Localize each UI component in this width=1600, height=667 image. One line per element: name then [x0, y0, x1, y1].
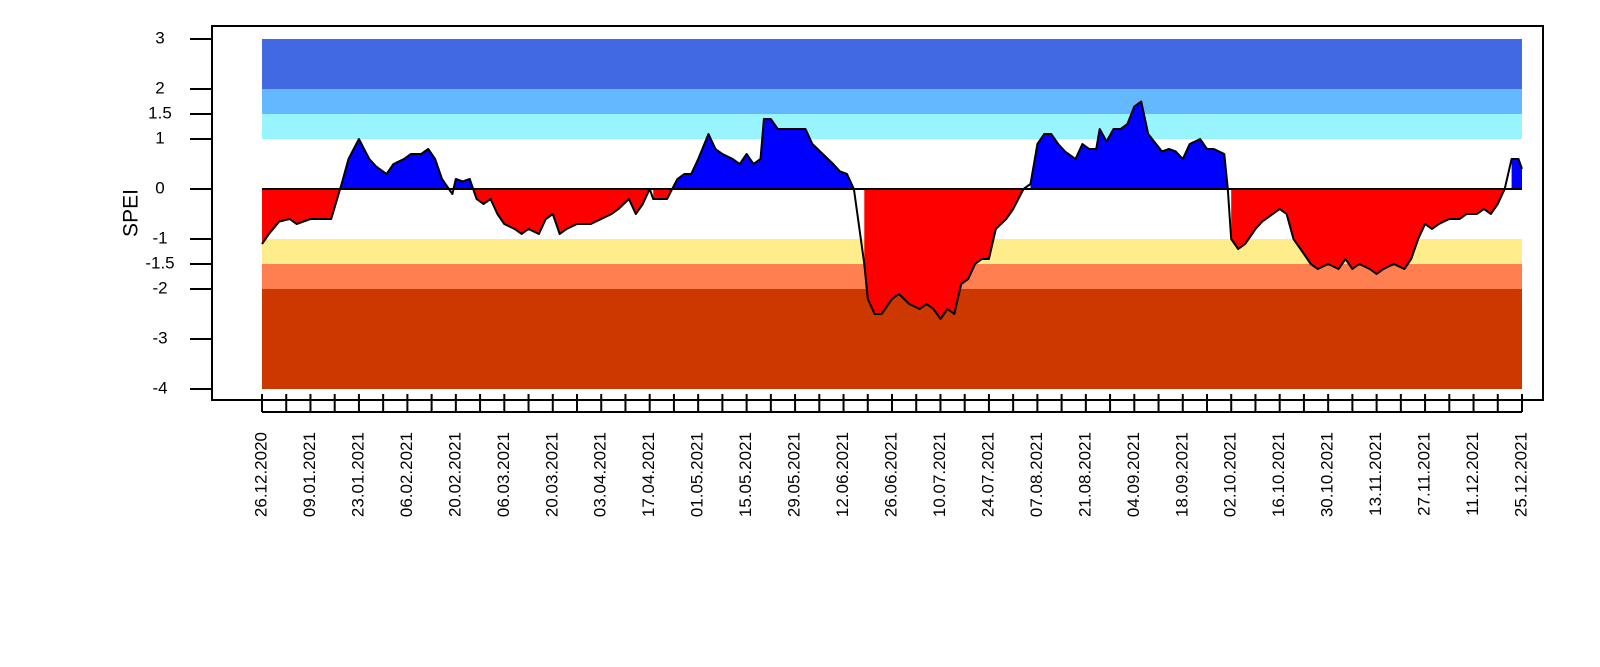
x-tick-label-11: 29.05.2021 — [785, 432, 804, 517]
x-tick-label-9: 01.05.2021 — [688, 432, 707, 517]
x-tick-label-15: 24.07.2021 — [978, 432, 997, 517]
x-tick-label-7: 03.04.2021 — [591, 432, 610, 517]
spei-band-5 — [262, 289, 1522, 389]
negative-area-4 — [864, 189, 1024, 319]
negative-area-2 — [473, 189, 650, 234]
x-tick-label-21: 16.10.2021 — [1269, 432, 1288, 517]
y-tick-label-1: 2 — [155, 78, 164, 97]
spei-band-0 — [262, 39, 1522, 89]
x-tick-label-24: 27.11.2021 — [1415, 432, 1434, 516]
y-tick-label-7: -2 — [152, 278, 167, 297]
x-tick-label-8: 17.04.2021 — [639, 432, 658, 517]
x-tick-label-20: 02.10.2021 — [1221, 432, 1240, 517]
spei-line — [261, 100, 1523, 320]
x-tick-label-25: 11.12.2021 — [1463, 432, 1482, 516]
spei-band-1 — [262, 89, 1522, 114]
x-tick-label-16: 07.08.2021 — [1027, 432, 1046, 517]
x-axis: 26.12.2020 09.01.2021 23.01.2021 06.02.2021… — [251, 394, 1530, 517]
x-tick-label-10: 15.05.2021 — [736, 432, 755, 517]
y-tick-label-9: -4 — [152, 378, 167, 397]
positive-area-3 — [1030, 101, 1228, 189]
spei-band-2 — [262, 114, 1522, 139]
x-tick-label-4: 20.02.2021 — [445, 432, 464, 517]
x-tick-label-23: 13.11.2021 — [1366, 432, 1385, 516]
x-tick-label-6: 20.03.2021 — [542, 432, 561, 517]
y-tick-label-3: 1 — [155, 128, 164, 147]
x-tick-label-5: 06.03.2021 — [494, 432, 513, 517]
x-tick-label-12: 12.06.2021 — [833, 432, 852, 517]
plot-frame — [211, 25, 1544, 401]
y-tick-label-6: -1.5 — [145, 253, 174, 272]
x-tick-label-19: 18.09.2021 — [1172, 432, 1191, 517]
x-tick-label-13: 26.06.2021 — [881, 432, 900, 517]
x-tick-label-14: 10.07.2021 — [930, 432, 949, 517]
y-tick-label-4: 0 — [155, 178, 164, 197]
positive-area-4 — [1511, 159, 1522, 189]
x-tick-label-17: 21.08.2021 — [1075, 432, 1094, 517]
y-tick-label-0: 3 — [155, 28, 164, 47]
negative-area-5 — [1231, 189, 1505, 274]
y-tick-label-5: -1 — [152, 228, 167, 247]
x-tick-label-18: 04.09.2021 — [1124, 432, 1143, 517]
y-axis: 3 2 1.5 1 0 -1 -1.5 -2 -3 -4 — [145, 28, 212, 397]
x-tick-label-26: 25.12.2021 — [1511, 432, 1530, 517]
y-axis-title: SPEI — [120, 189, 143, 237]
x-tick-label-22: 30.10.2021 — [1318, 432, 1337, 517]
x-tick-label-0: 26.12.2020 — [251, 432, 270, 517]
y-tick-label-8: -3 — [152, 328, 167, 347]
x-tick-label-1: 09.01.2021 — [300, 432, 319, 517]
x-tick-label-2: 23.01.2021 — [348, 432, 367, 517]
negative-area-0 — [262, 189, 341, 244]
y-tick-label-2: 1.5 — [148, 103, 172, 122]
positive-area-1 — [453, 179, 474, 189]
x-tick-label-3: 06.02.2021 — [397, 432, 416, 517]
spei-area — [261, 100, 1523, 320]
